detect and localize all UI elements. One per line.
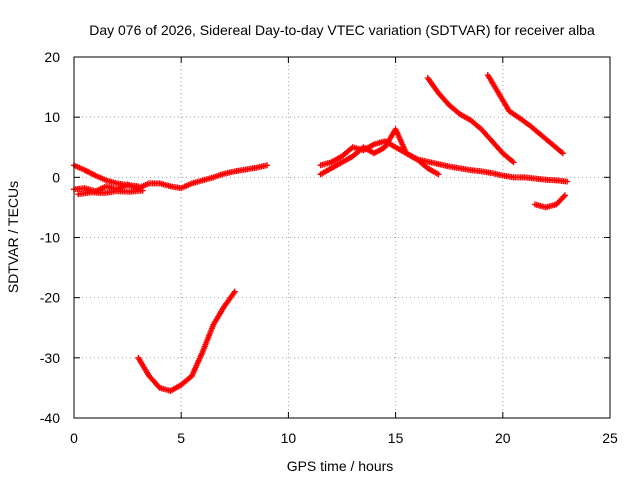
- data-point: [139, 187, 146, 194]
- series-track-b: [71, 162, 142, 190]
- y-tick-label: 0: [52, 169, 60, 185]
- axis-ticks: 0 5 10 15 20 25 -40 -30 -20 -10 0 10 20: [40, 49, 618, 446]
- series-track-g: [424, 75, 517, 166]
- x-tick-label: 5: [177, 430, 185, 446]
- y-tick-label: 10: [44, 109, 60, 125]
- series-track-i: [531, 192, 568, 211]
- data-point: [435, 171, 442, 178]
- series-track-d: [135, 288, 238, 394]
- y-tick-label: -40: [40, 410, 60, 426]
- x-tick-label: 25: [602, 430, 618, 446]
- x-axis-label: GPS time / hours: [287, 458, 394, 474]
- x-tick-label: 15: [388, 430, 404, 446]
- data-series: [71, 72, 571, 394]
- grid-lines: [74, 57, 610, 418]
- y-tick-label: -10: [40, 230, 60, 246]
- data-point: [560, 193, 567, 200]
- data-point: [561, 192, 568, 199]
- data-point: [564, 178, 571, 185]
- x-tick-label: 10: [281, 430, 297, 446]
- series-track-c: [75, 187, 146, 198]
- y-tick-label: -20: [40, 290, 60, 306]
- y-axis-label: SDTVAR / TECUs: [5, 181, 21, 293]
- data-point: [231, 288, 238, 295]
- series-track-f: [317, 126, 442, 178]
- data-point: [510, 159, 517, 166]
- data-point: [263, 162, 270, 169]
- y-tick-label: -30: [40, 350, 60, 366]
- y-tick-label: 20: [44, 49, 60, 65]
- series-track-h: [484, 72, 566, 157]
- data-point: [559, 150, 566, 157]
- x-tick-label: 20: [495, 430, 511, 446]
- x-tick-label: 0: [70, 430, 78, 446]
- series-track-e: [317, 138, 571, 185]
- chart-title: Day 076 of 2026, Sidereal Day-to-day VTE…: [89, 22, 595, 38]
- series-track-a: [71, 162, 270, 195]
